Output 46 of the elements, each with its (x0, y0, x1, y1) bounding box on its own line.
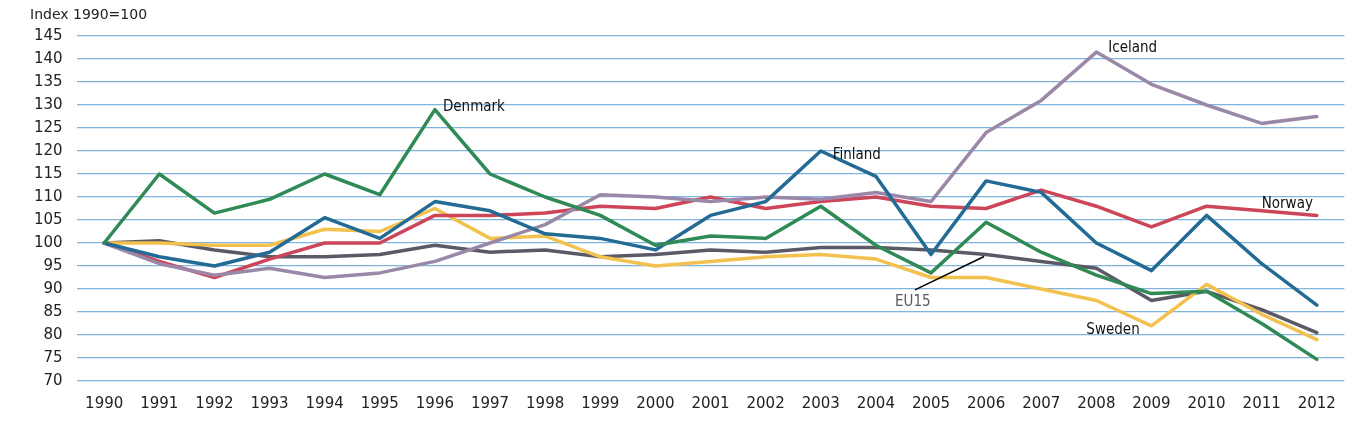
y-tick-label: 105 (33, 209, 63, 228)
x-tick-label: 1991 (140, 393, 179, 412)
x-tick-label: 2001 (691, 393, 730, 412)
x-tick-label: 2006 (967, 393, 1006, 412)
x-tick-label: 2003 (801, 393, 840, 412)
x-tick-label: 2009 (1132, 393, 1171, 412)
y-tick-label: 145 (33, 25, 63, 44)
y-tick-label: 125 (33, 117, 63, 136)
x-tick-label: 2012 (1297, 393, 1336, 412)
x-tick-label: 1995 (360, 393, 399, 412)
x-tick-label: 2008 (1077, 393, 1116, 412)
x-tick-label: 1990 (85, 393, 124, 412)
x-tick-label: 2010 (1187, 393, 1226, 412)
x-tick-label: 1999 (581, 393, 620, 412)
x-tick-label: 1996 (415, 393, 454, 412)
y-tick-label: 110 (33, 186, 63, 205)
series-label: Norway (1261, 193, 1313, 212)
y-tick-label: 140 (33, 48, 63, 67)
series-label: Denmark (442, 97, 506, 116)
y-tick-label: 120 (33, 140, 63, 159)
series-label: Sweden (1086, 320, 1140, 339)
y-tick-label: 95 (43, 255, 63, 274)
x-tick-label: 2005 (911, 393, 951, 412)
y-axis-title: Index 1990=100 (30, 6, 148, 22)
y-tick-label: 70 (43, 370, 63, 389)
y-tick-label: 100 (33, 232, 63, 251)
series-label: Iceland (1108, 37, 1158, 56)
y-tick-label: 85 (43, 301, 63, 320)
x-tick-label: 2002 (746, 393, 785, 412)
y-tick-label: 130 (33, 94, 63, 113)
x-tick-label: 2007 (1022, 393, 1061, 412)
x-tick-label: 2000 (636, 393, 675, 412)
y-tick-label: 80 (43, 324, 63, 343)
x-tick-label: 1998 (526, 393, 565, 412)
y-tick-label: 115 (33, 163, 63, 182)
y-tick-label: 75 (43, 347, 63, 366)
series-label: Finland (832, 144, 881, 163)
text: EU15 (894, 291, 931, 310)
x-tick-label: 2011 (1242, 393, 1281, 412)
x-tick-label: 1997 (470, 393, 510, 412)
y-tick-label: 90 (43, 278, 63, 297)
y-tick-label: 135 (33, 71, 63, 90)
x-tick-label: 1994 (305, 393, 344, 412)
x-tick-label: 2004 (856, 393, 895, 412)
x-tick-label: 1993 (250, 393, 289, 412)
x-tick-label: 1992 (195, 393, 234, 412)
